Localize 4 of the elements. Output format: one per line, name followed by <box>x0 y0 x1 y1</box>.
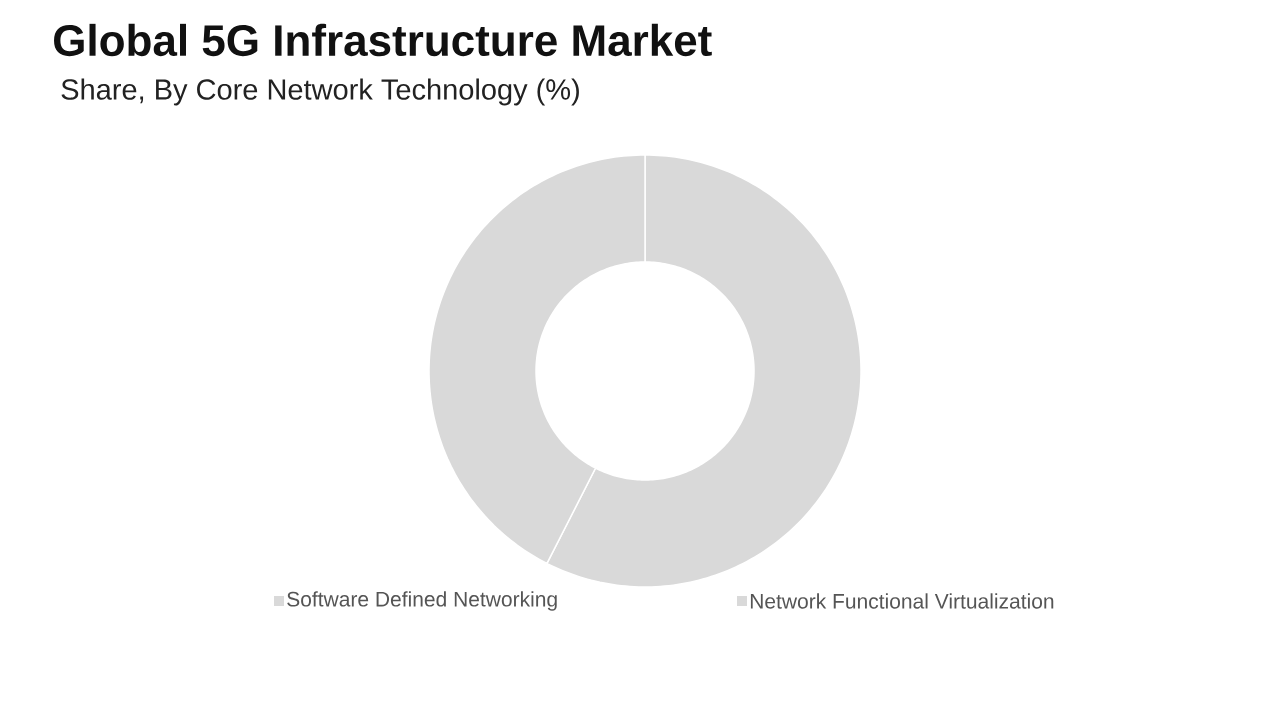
legend-label: Network Functional Virtualization <box>750 593 1054 609</box>
chart-title: Global 5G Infrastructure Market <box>54 23 712 57</box>
legend-label: Software Defined Networking <box>287 591 557 611</box>
chart-subtitle: Share, By Core Network Technology (%) <box>61 78 579 106</box>
